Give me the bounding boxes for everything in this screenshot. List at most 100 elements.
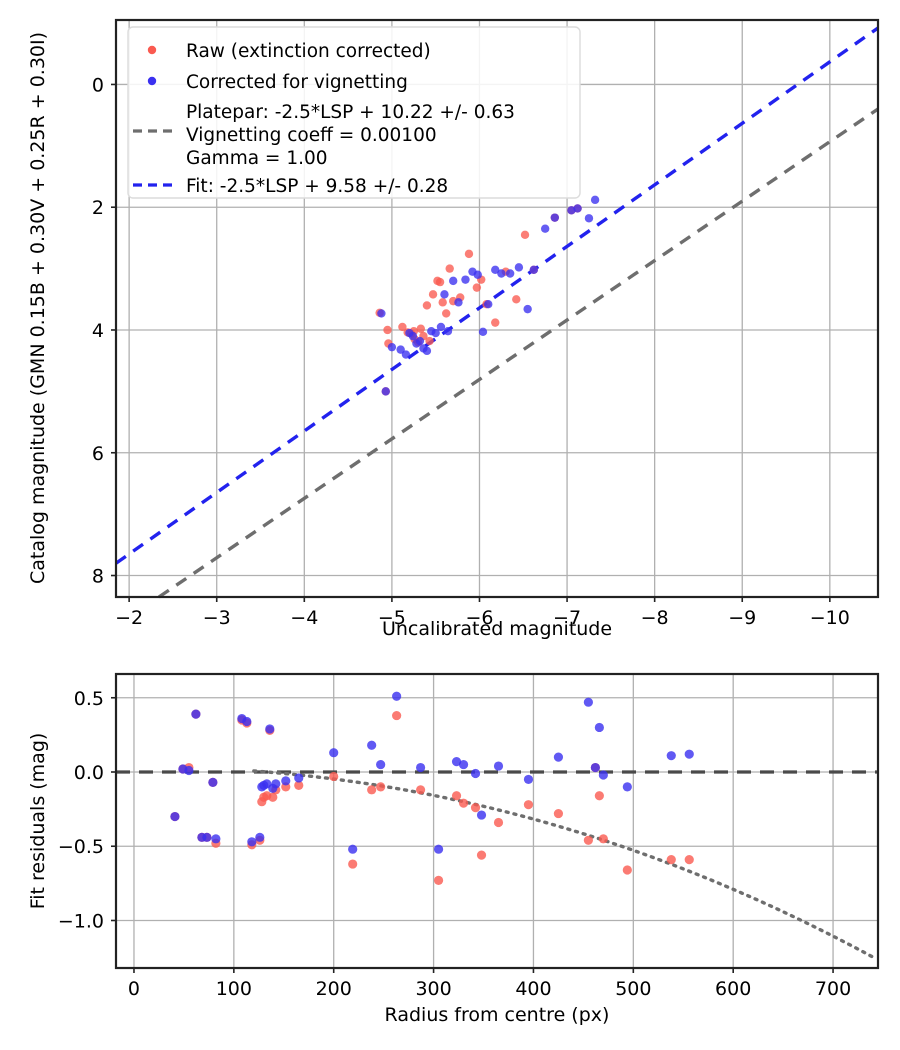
residual-point [376, 782, 386, 792]
residual-point [242, 716, 252, 727]
residual-point [329, 771, 339, 782]
scatter-point [398, 322, 407, 332]
residual-point [493, 761, 504, 771]
residual-point [184, 765, 194, 776]
top-xtick-label: −9 [728, 607, 756, 629]
scatter-point [401, 350, 411, 359]
scatter-point [484, 300, 493, 309]
scatter-point [435, 277, 445, 287]
top-xtick-label: −10 [810, 607, 850, 629]
top-ytick-label: 0 [92, 74, 104, 96]
top-panel-ticks: −2 −3 −4 −5 −6 −7 −8 −9 −10 0 2 4 6 8 [92, 74, 850, 629]
residual-point [416, 785, 426, 795]
fit-residuals-panel: 0 100 200 300 400 500 600 700 0.5 0.0 −0.5 −1.0 Rad… [27, 672, 880, 1026]
residual-point [594, 791, 604, 801]
residual-point [598, 770, 608, 780]
residual-point [553, 752, 564, 762]
residual-point [666, 855, 676, 865]
scatter-point [478, 327, 488, 337]
scatter-point [461, 275, 470, 284]
bottom-xtick-label: 200 [316, 978, 352, 1000]
top-xtick-label: −3 [203, 607, 231, 629]
top-xtick-label: −8 [641, 607, 669, 629]
residual-point [211, 834, 221, 844]
top-panel-legend[interactable]: Raw (extinction corrected) Corrected for… [127, 26, 581, 199]
scatter-point [584, 214, 594, 223]
scatter-point [454, 298, 463, 307]
residual-point [458, 759, 469, 770]
residual-point [493, 817, 504, 828]
residual-point [433, 875, 444, 885]
scatter-point [438, 298, 447, 307]
scatter-point [416, 324, 425, 333]
residual-point [523, 774, 534, 785]
residual-point [553, 808, 564, 819]
residual-point [451, 791, 462, 801]
residual-point [294, 773, 304, 783]
residual-point [376, 759, 386, 770]
top-panel-line [115, 26, 879, 565]
photometric-calibration-panel: −2 −3 −4 −5 −6 −7 −8 −9 −10 0 2 4 6 8 Uncalibrated ma… [27, 18, 880, 640]
top-xtick-label: −5 [378, 607, 406, 629]
bottom-panel-xlabel: Radius from centre (px) [385, 1004, 610, 1026]
residual-point [470, 803, 481, 813]
scatter-point [408, 331, 418, 341]
residual-point [265, 724, 275, 734]
top-panel-scatter-points [375, 195, 600, 396]
residual-point [583, 697, 593, 707]
residual-point [476, 810, 487, 820]
residual-point [476, 850, 487, 860]
bottom-xtick-label: 300 [415, 978, 451, 1000]
legend-marker-raw [147, 45, 157, 55]
residual-point [202, 832, 212, 842]
scatter-point [442, 309, 451, 318]
scatter-point [491, 318, 500, 327]
bottom-xtick-label: 700 [815, 978, 851, 1000]
legend-marker-corrected [147, 76, 157, 86]
bottom-ytick-label: 0.5 [74, 688, 104, 710]
residual-point [329, 748, 339, 758]
residual-point [271, 779, 281, 789]
scatter-point [472, 283, 482, 292]
residual-point [451, 757, 462, 767]
scatter-point [540, 224, 550, 233]
scatter-point [377, 309, 386, 318]
bottom-panel-ticks: 0 100 200 300 400 500 600 700 0.5 0.0 −0.5 −1.0 [58, 688, 851, 1000]
top-panel-ylabel: Catalog magnitude (GMN 0.15B + 0.30V + 0… [27, 32, 49, 584]
residual-point [392, 710, 402, 721]
legend-label-corrected: Corrected for vignetting [186, 72, 408, 93]
top-xtick-label: −7 [553, 607, 581, 629]
scatter-point [422, 346, 432, 356]
residual-point [268, 792, 278, 802]
residual-point [191, 709, 201, 719]
scatter-point [422, 301, 432, 310]
bottom-xtick-label: 600 [715, 978, 751, 1000]
top-xtick-label: −2 [115, 607, 143, 629]
top-ytick-label: 6 [92, 443, 104, 465]
scatter-point [514, 263, 524, 272]
top-panel-xlabel: Uncalibrated magnitude [382, 618, 612, 640]
scatter-point [440, 290, 449, 299]
residual-point [622, 782, 632, 792]
legend-box [127, 26, 581, 199]
residual-point [684, 855, 694, 865]
residual-point [684, 749, 694, 759]
scatter-point [529, 265, 538, 275]
scatter-point [512, 295, 521, 304]
scatter-point [573, 204, 582, 213]
bottom-xtick-label: 500 [615, 978, 651, 1000]
scatter-point [590, 195, 600, 205]
residual-point [348, 844, 358, 854]
scatter-point [443, 327, 453, 336]
residual-point [583, 835, 593, 845]
scatter-point [497, 269, 506, 278]
bottom-ytick-label: −1.0 [58, 910, 104, 932]
residual-point [470, 768, 481, 779]
scatter-point [523, 304, 532, 314]
scatter-point [445, 264, 454, 273]
top-ytick-label: 4 [92, 320, 104, 342]
top-ytick-label: 8 [92, 566, 104, 588]
scatter-point [436, 322, 446, 332]
scatter-point [415, 336, 425, 346]
